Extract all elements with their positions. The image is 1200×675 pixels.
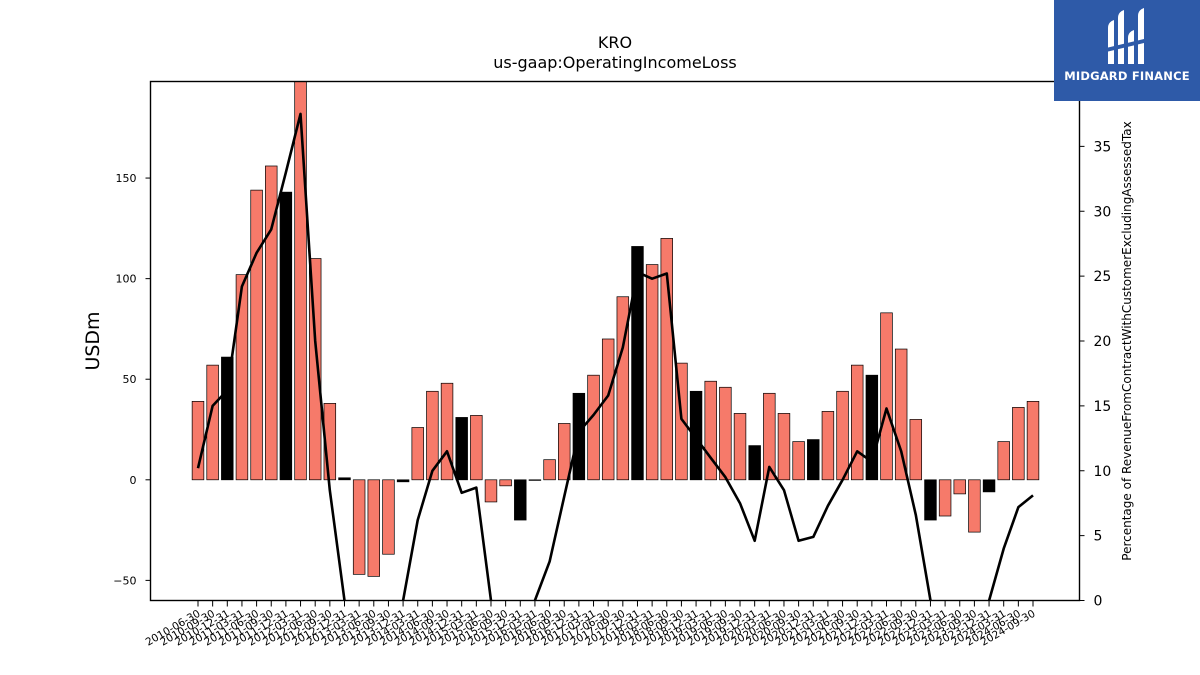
bar: [558, 423, 571, 481]
y2-tick-label: 35: [1094, 139, 1112, 155]
bar: [763, 392, 776, 481]
bar: [470, 415, 483, 481]
bar: [587, 374, 600, 481]
bar: [352, 479, 366, 575]
y2-tick-label: 30: [1094, 204, 1112, 220]
bar: [807, 439, 820, 481]
bar: [514, 479, 527, 521]
bar: [279, 191, 293, 481]
y-tick-label: 0: [130, 474, 137, 487]
bar: [206, 364, 219, 481]
percentage-line: [196, 112, 1034, 601]
bar: [221, 356, 234, 481]
bar: [748, 445, 761, 481]
bar-series: [191, 81, 1040, 577]
bar: [250, 189, 263, 481]
y-tick-label: −50: [113, 574, 136, 587]
bar: [894, 348, 908, 481]
y2-tick-label: 5: [1094, 529, 1103, 545]
bar: [938, 479, 952, 517]
bar: [953, 479, 966, 495]
y-tick-label: 50: [123, 373, 137, 386]
bar: [499, 479, 512, 487]
bar: [338, 477, 351, 481]
right-axis-ticks: 0 5 10 15 20 25 30 35: [1079, 139, 1112, 610]
bar: [689, 390, 703, 481]
bar: [426, 390, 439, 481]
y-tick-label: 150: [116, 172, 137, 185]
bar: [733, 413, 747, 481]
bar: [294, 81, 307, 481]
bar: [880, 312, 893, 481]
y2-tick-label: 20: [1094, 334, 1112, 350]
bar: [1026, 400, 1040, 481]
bar: [777, 413, 791, 481]
bar: [997, 441, 1010, 481]
bar: [528, 479, 542, 481]
bar: [851, 364, 864, 481]
y2-axis-label: Percentage of RevenueFromContractWithCus…: [1120, 121, 1134, 560]
y-tick-label: 100: [116, 273, 137, 286]
bar: [792, 441, 805, 481]
bar: [455, 417, 468, 481]
bar: [865, 374, 879, 481]
bar: [704, 380, 717, 481]
bar: [396, 479, 410, 483]
logo-mark-icon: [1106, 8, 1148, 64]
bar: [411, 427, 424, 481]
bar: [631, 246, 644, 481]
bar: [308, 258, 322, 481]
bar: [265, 165, 278, 481]
bar: [645, 264, 659, 481]
bar: [836, 390, 849, 481]
bar: [675, 362, 688, 481]
bar: [367, 479, 380, 577]
bar: [601, 338, 615, 481]
bar: [543, 459, 556, 481]
chart-title: KRO: [598, 33, 632, 52]
bar: [924, 479, 937, 521]
y2-tick-label: 0: [1094, 594, 1103, 610]
y-axis-label: USDm: [82, 311, 104, 370]
y2-tick-label: 10: [1094, 464, 1112, 480]
brand-logo: MIDGARD FINANCE: [1054, 0, 1200, 101]
y2-tick-label: 15: [1094, 399, 1112, 415]
y2-tick-label: 25: [1094, 269, 1112, 285]
logo-text: MIDGARD FINANCE: [1064, 69, 1190, 83]
bar: [616, 296, 630, 481]
bar: [440, 382, 454, 481]
percentage-line-series: [196, 112, 1034, 601]
chart-subtitle: us-gaap:OperatingIncomeLoss: [493, 53, 737, 72]
bar: [1012, 407, 1025, 481]
bar: [382, 479, 395, 555]
bar: [660, 238, 673, 481]
bar: [235, 274, 249, 481]
bar: [968, 479, 981, 533]
bar: [909, 419, 923, 481]
x-axis-ticks: 2010-06-302010-09-302010-12-312011-03-31…: [144, 600, 1038, 649]
left-axis-ticks: −50 0 50 100 150: [113, 172, 151, 587]
bar: [821, 411, 835, 481]
bar: [982, 479, 996, 493]
bar: [484, 479, 498, 503]
bar: [719, 386, 732, 481]
